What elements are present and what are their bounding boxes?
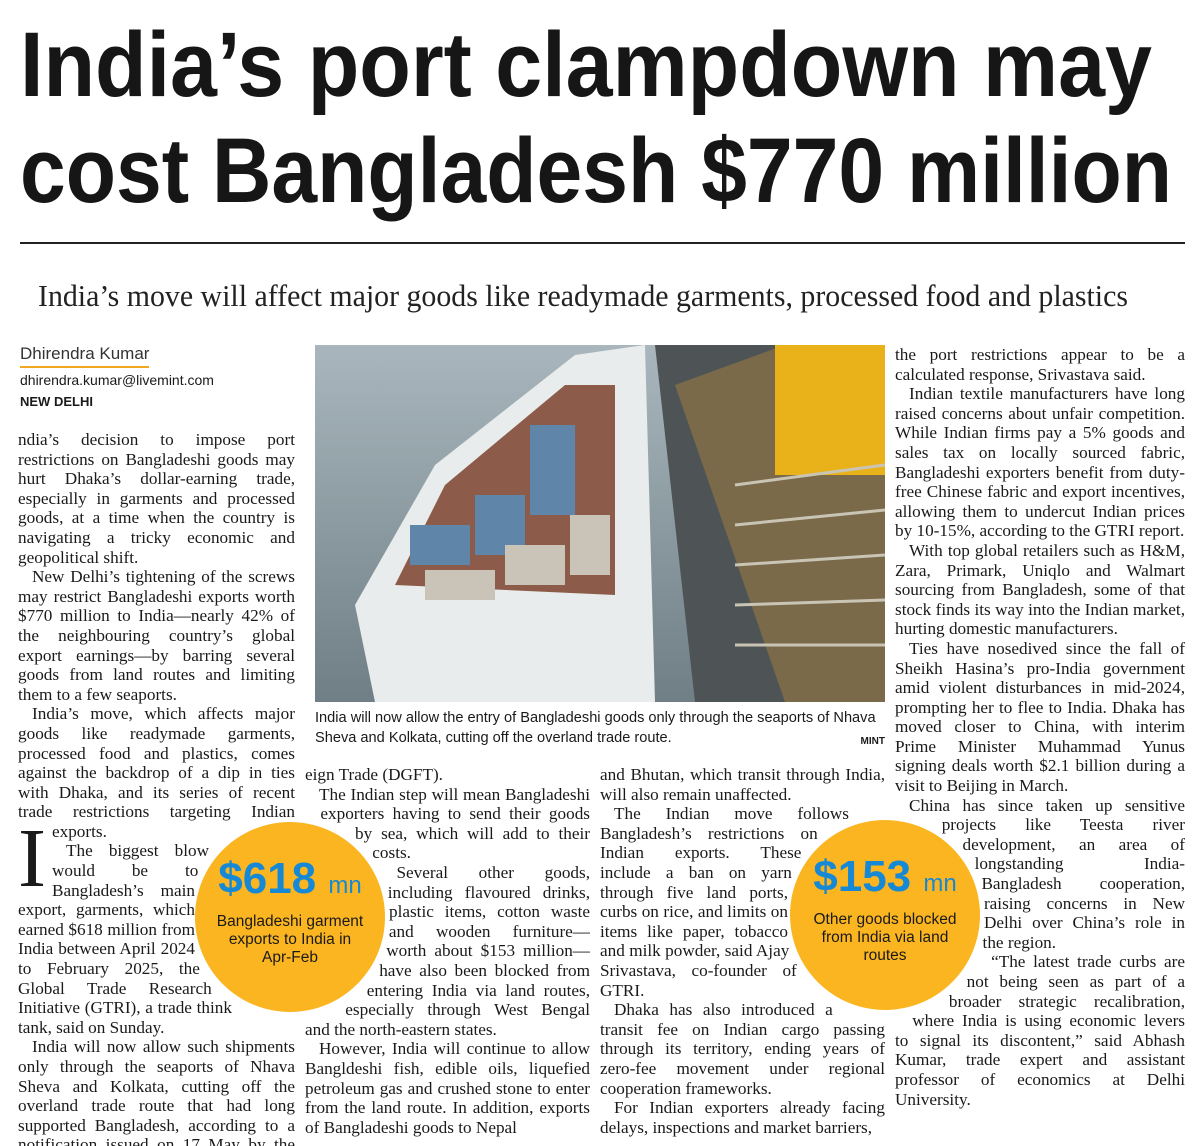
paragraph: For Indian exporters already facing dela… — [600, 1098, 885, 1137]
paragraph: Several other goods, including flavoured… — [305, 862, 590, 1039]
paragraph: India will now allow such shipments only… — [18, 1037, 295, 1146]
paragraph: The biggest blow would be to Bangladesh’… — [18, 841, 232, 1037]
column: the port restrictions appear to be a cal… — [895, 345, 1185, 1146]
header: India’s port clampdown may cost Banglade… — [20, 14, 1185, 313]
callout-unit: mn — [328, 872, 362, 899]
column: India’s decision to impose port restrict… — [18, 430, 295, 1146]
callout-text: Bangladeshi garment exports to India in … — [216, 913, 364, 966]
subheadline: India’s move will affect major goods lik… — [38, 278, 1128, 313]
paragraph: “The latest trade curbs are not being se… — [895, 952, 1185, 1109]
paragraph: India’s move, which affects major goods … — [18, 704, 295, 841]
paragraph: Indian textile manufacturers have long r… — [895, 384, 1185, 541]
callout-text: Other goods blocked from India via land … — [813, 911, 957, 964]
paragraph: Dhaka has also introduced a transit fee … — [600, 1000, 885, 1098]
column: and Bhutan, which transit through India,… — [600, 765, 885, 1146]
paragraph: However, India will continue to allow Ba… — [305, 1039, 590, 1137]
author: Dhirendra Kumar — [20, 344, 150, 368]
photo-caption-block: India will now allow the entry of Bangla… — [315, 708, 885, 752]
paragraph: the port restrictions appear to be a cal… — [895, 345, 1185, 384]
paragraph: and Bhutan, which transit through India,… — [600, 765, 885, 804]
paragraph: New Delhi’s tightening of the screws may… — [18, 567, 295, 704]
paragraph: Ties have nosedived since the fall of Sh… — [895, 638, 1185, 796]
paragraph: eign Trade (DGFT). — [305, 765, 443, 784]
byline: Dhirendra Kumar dhirendra.kumar@livemint… — [20, 344, 214, 409]
photo-caption: India will now allow the entry of Bangla… — [315, 710, 876, 746]
email: dhirendra.kumar@livemint.com — [20, 372, 214, 388]
paragraph: The Indian move follows Bangladesh’s res… — [600, 804, 849, 1000]
paragraph: The Indian step will mean Bangladeshi ex… — [319, 784, 590, 863]
callout: $618 mn Bangladeshi garment exports to I… — [195, 822, 385, 1012]
callout-figure: $618 — [218, 854, 317, 903]
column: eign Trade (DGFT). The Indian step will m… — [305, 765, 590, 1146]
paragraph: China has since taken up sensitive proje… — [909, 795, 1185, 952]
photo — [315, 345, 885, 702]
photo-credit: MINT — [860, 736, 885, 747]
paragraph: India’s decision to impose port restrict… — [18, 430, 295, 905]
dateline: NEW DELHI — [20, 394, 93, 409]
callout-unit: mn — [923, 870, 957, 897]
callout-figure: $153 — [813, 852, 912, 901]
callout: $153 mn Other goods blocked from India v… — [790, 820, 980, 1010]
headline: India’s port clampdown may — [20, 14, 1152, 116]
paragraph: With top global retailers such as H&M, Z… — [895, 540, 1185, 639]
headline: cost Bangladesh $770 million — [20, 120, 1172, 222]
